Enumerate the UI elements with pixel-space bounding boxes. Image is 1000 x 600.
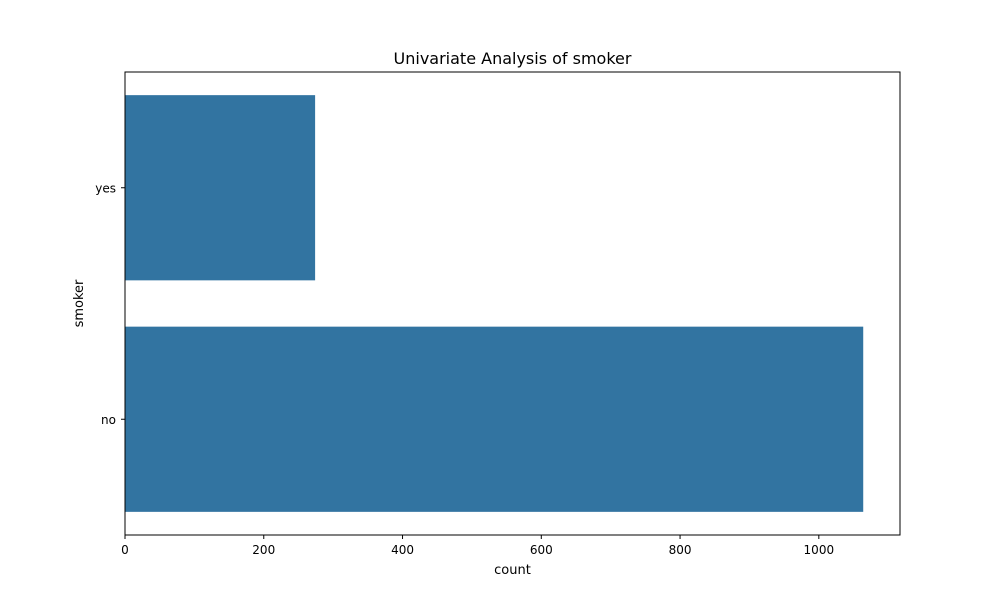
x-axis-ticks: 0 200 400 600 800 1000 bbox=[121, 535, 834, 557]
bar-yes bbox=[125, 95, 316, 281]
y-axis-label: smoker bbox=[72, 279, 87, 327]
x-axis-label: count bbox=[494, 563, 531, 578]
bars-group bbox=[125, 95, 864, 512]
y-axis-ticks: yes no bbox=[95, 181, 125, 427]
y-tick-label-no: no bbox=[101, 413, 116, 427]
plot-frame bbox=[124, 71, 901, 536]
x-tick-label-200: 200 bbox=[252, 543, 275, 557]
x-tick-label-600: 600 bbox=[530, 543, 553, 557]
x-tick-label-1000: 1000 bbox=[804, 543, 835, 557]
bar-no bbox=[125, 326, 864, 512]
x-tick-label-0: 0 bbox=[121, 543, 129, 557]
x-tick-label-800: 800 bbox=[669, 543, 692, 557]
y-tick-label-yes: yes bbox=[95, 181, 116, 195]
x-tick-label-400: 400 bbox=[391, 543, 414, 557]
chart-title: Univariate Analysis of smoker bbox=[394, 49, 632, 68]
